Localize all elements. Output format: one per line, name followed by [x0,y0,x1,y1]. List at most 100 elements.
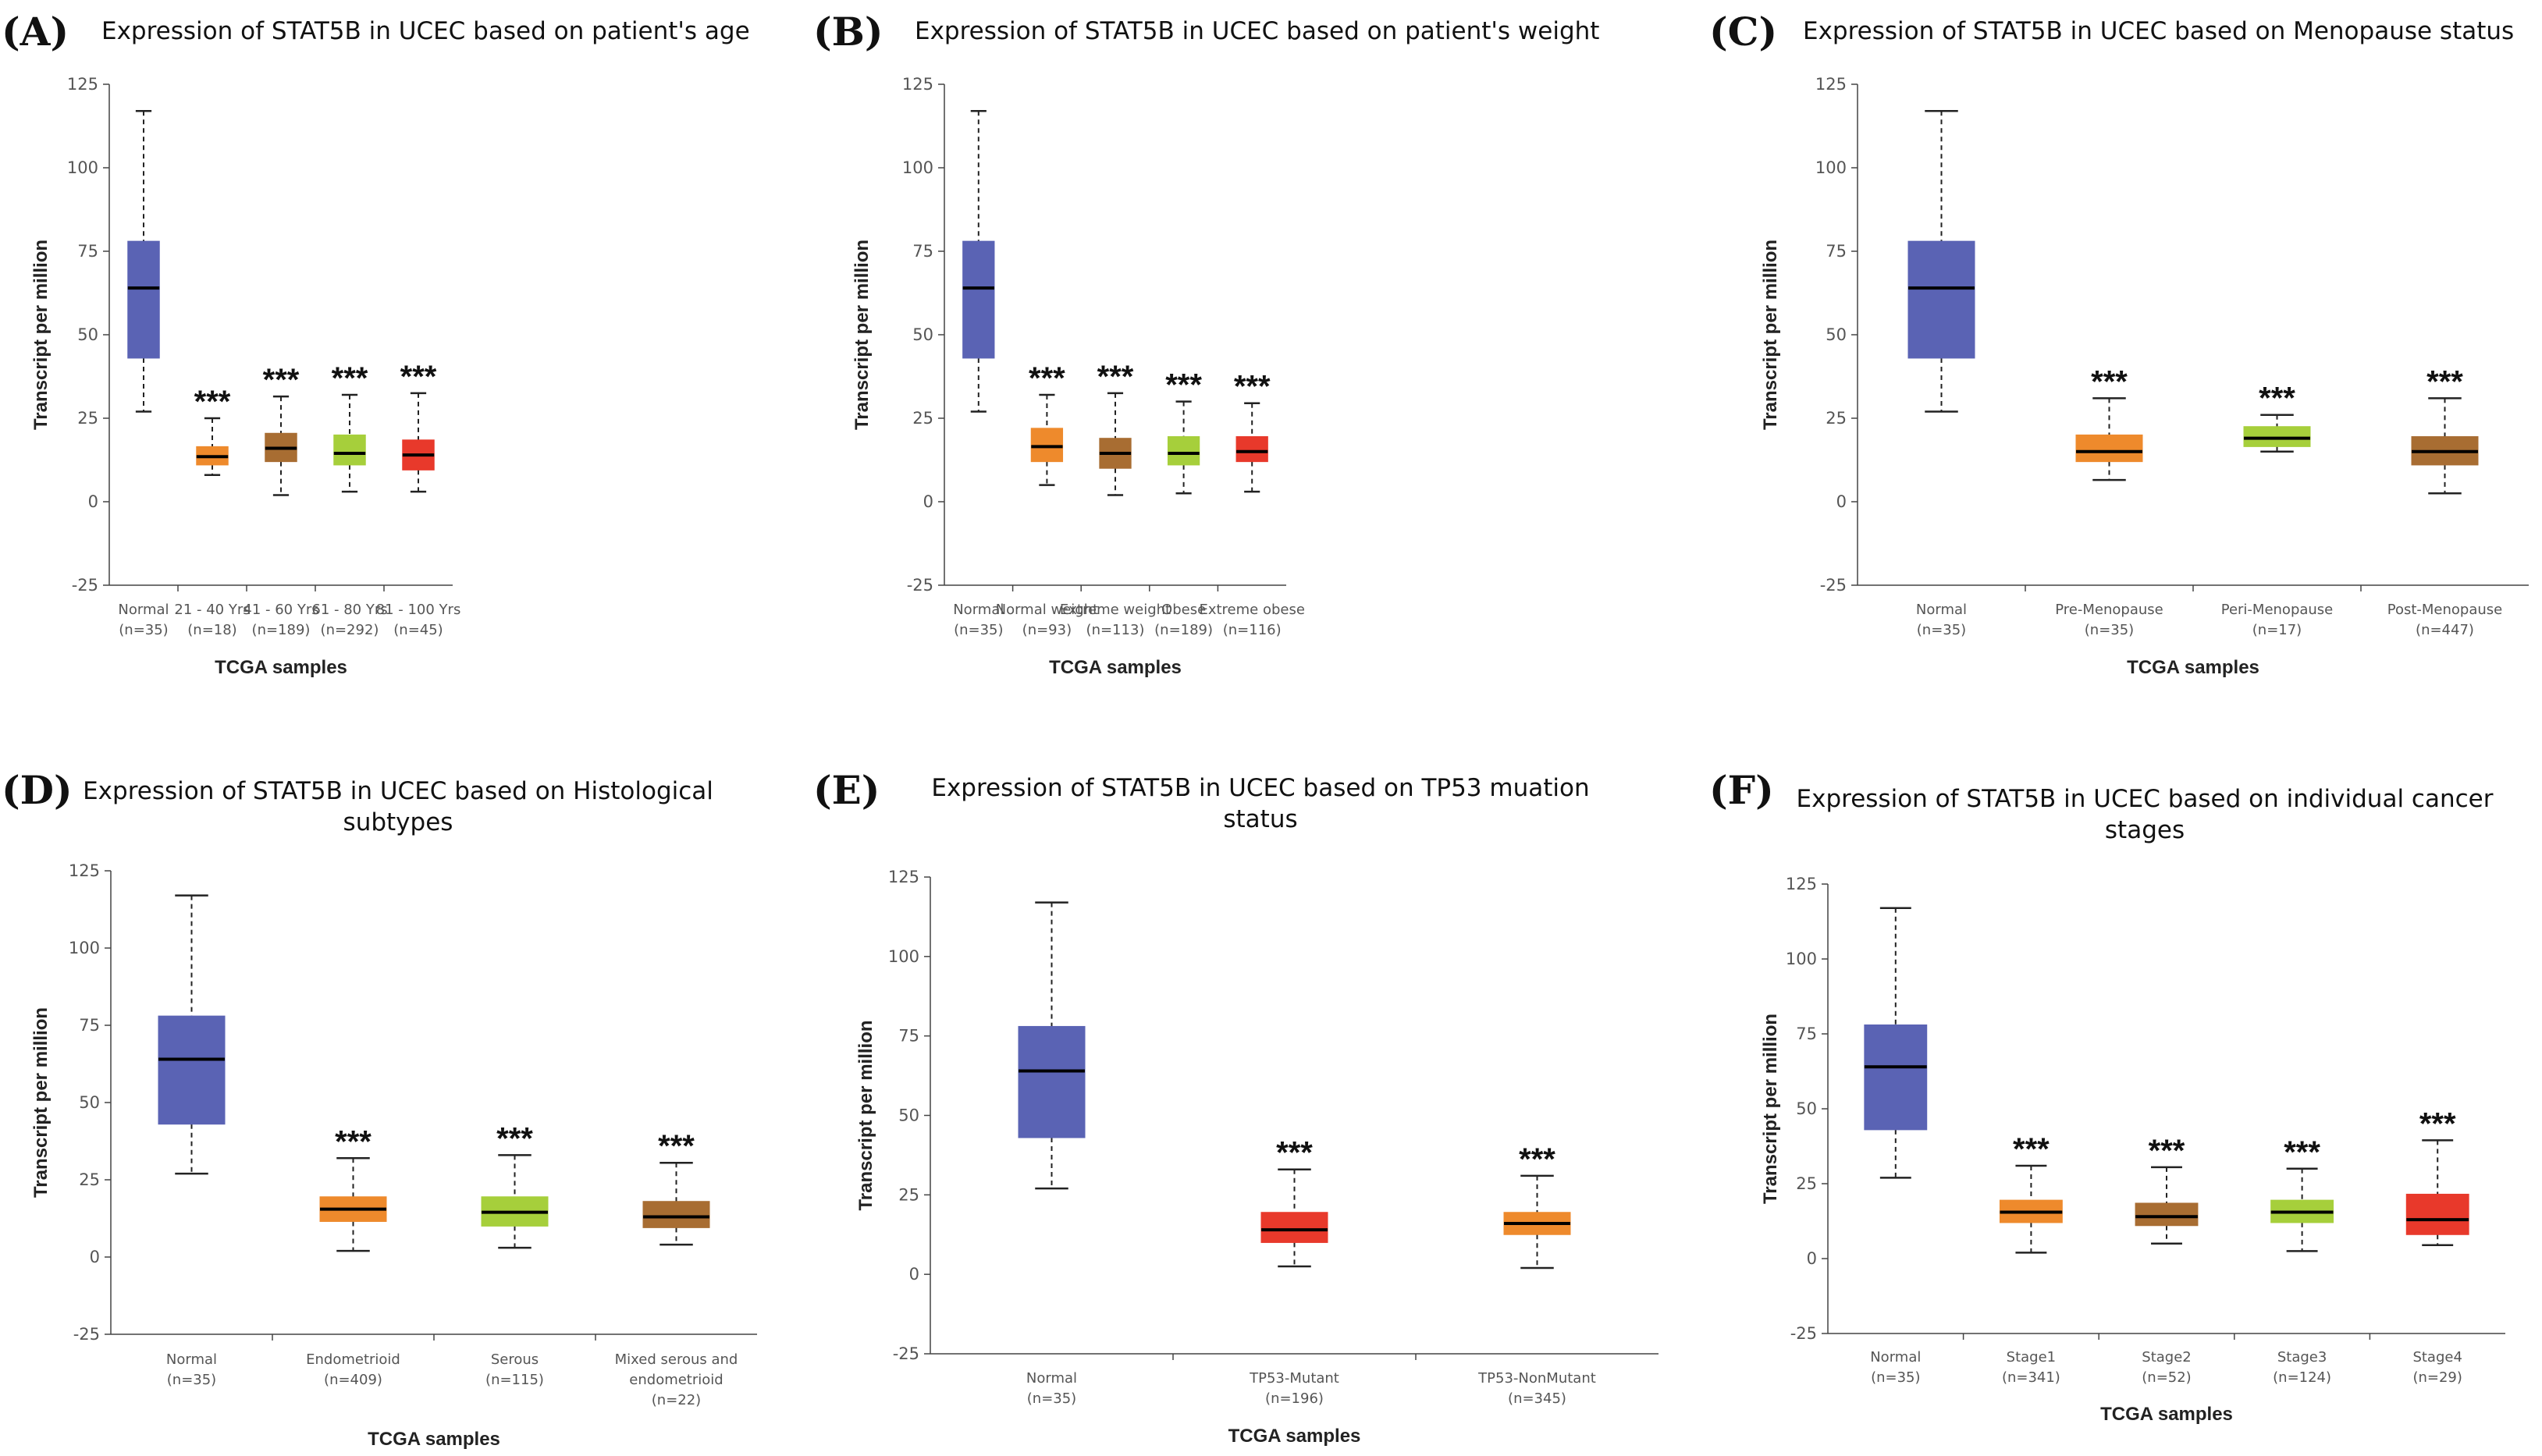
category-label: Normal [1026,1370,1077,1387]
panel-letter: (C) [1709,9,1777,55]
significance-label: *** [2149,1134,2185,1168]
category-label: Endometrioid [306,1351,400,1368]
category-label: (n=29) [2412,1369,2462,1386]
y-tick-label: 25 [1826,409,1847,428]
chart-panel: (D) Expression of STAT5B in UCEC based on… [2,767,757,1450]
box-2: *** Stage2 (n=52) [2098,1134,2199,1386]
box-3: *** Stage3 (n=124) [2234,1135,2334,1386]
y-tick-label: 75 [1826,242,1847,261]
box-3: *** Post-Menopause (n=447) [2360,364,2503,638]
category-label: (n=35) [119,622,168,638]
y-tick-label: 0 [1807,1249,1817,1268]
box-1: *** TP53-Mutant (n=196) [1172,1136,1339,1407]
significance-label: *** [263,363,300,397]
box-0: Normal (n=35) [158,894,226,1388]
box-2: *** Extreme weight (n=113) [1060,360,1171,638]
category-label: (n=116) [1223,622,1282,638]
category-label: Serous [491,1351,539,1368]
y-tick-label: 125 [1815,75,1847,94]
category-label: Extreme weight [1060,602,1171,618]
y-tick-label: 125 [888,868,919,886]
y-axis-label: Transcript per million [1760,240,1781,430]
category-label: (n=52) [2142,1369,2191,1386]
category-label: Pre-Menopause [2055,602,2163,618]
y-tick-label: -25 [1790,1324,1817,1343]
box-2: *** Peri-Menopause (n=17) [2192,382,2333,638]
category-label: 61 - 80 Yrs [311,602,387,618]
chart-title: Expression of STAT5B in UCEC based on Hi… [83,777,713,805]
y-axis-label: Transcript per million [851,240,873,430]
y-tick-label: 0 [923,492,933,511]
y-tick-label: 25 [912,409,933,428]
iqr-box [1030,428,1064,463]
chart-title: Expression of STAT5B in UCEC based on pa… [915,17,1599,45]
box-4: *** Stage4 (n=29) [2369,1106,2469,1386]
iqr-box [1260,1212,1328,1243]
y-tick-label: 125 [902,75,933,94]
box-0: Normal (n=35) [1907,109,1975,638]
iqr-box [333,434,366,466]
box-3: *** 61 - 80 Yrs (n=292) [311,361,387,638]
significance-label: *** [496,1121,533,1156]
category-label: Stage4 [2412,1349,2462,1365]
significance-label: *** [1029,361,1065,396]
box-0: Normal (n=35) [1864,907,1928,1386]
y-tick-label: 50 [1826,325,1847,344]
box-0: Normal (n=35) [1018,901,1086,1407]
y-tick-label: 0 [1836,492,1847,511]
y-tick-label: 100 [1815,158,1847,177]
category-label: Post-Menopause [2387,602,2503,618]
y-axis-label: Transcript per million [1760,1014,1781,1204]
y-tick-label: 50 [898,1106,919,1125]
y-tick-label: 25 [77,409,98,428]
iqr-box [158,1015,226,1125]
panel-letter: (B) [813,9,883,55]
iqr-box [1864,1024,1928,1131]
y-tick-label: 50 [77,325,98,344]
chart-panel: (F) Expression of STAT5B in UCEC based on… [1709,767,2505,1425]
box-4: *** 81 - 100 Yrs (n=45) [376,360,461,638]
chart-title: status [1223,805,1297,833]
y-tick-label: 25 [1796,1174,1817,1193]
y-tick-label: 125 [69,861,100,880]
x-axis-label: TCGA samples [1228,1426,1361,1447]
y-tick-label: 0 [909,1265,919,1284]
box-0: Normal (n=35) [953,109,1004,638]
iqr-box [2243,426,2311,447]
category-label: Stage2 [2142,1349,2191,1365]
box-2: *** Serous (n=115) [433,1121,549,1388]
box-3: *** Mixed serous and endometrioid (n=22) [595,1129,738,1408]
y-tick-label: 50 [912,325,933,344]
category-label: (n=45) [393,622,443,638]
category-label: 41 - 60 Yrs [243,602,318,618]
y-tick-label: 25 [898,1185,919,1204]
y-tick-label: 75 [1796,1025,1817,1043]
category-label: (n=345) [1508,1390,1566,1407]
significance-label: *** [2091,364,2128,399]
box-1: *** Endometrioid (n=409) [272,1124,400,1388]
y-tick-label: 100 [902,158,933,177]
chart-title: stages [2105,816,2185,844]
category-label: (n=189) [1154,622,1213,638]
box-0: Normal (n=35) [118,109,169,638]
category-label: Normal weight [996,602,1099,618]
category-label: endometrioid [629,1372,723,1388]
category-label: TP53-Mutant [1249,1370,1339,1387]
y-tick-label: 75 [77,242,98,261]
category-label: (n=35) [954,622,1003,638]
box-2: *** 41 - 60 Yrs (n=189) [243,363,318,638]
y-tick-label: 125 [1786,875,1817,893]
x-axis-label: TCGA samples [215,657,347,678]
category-label: 81 - 100 Yrs [376,602,461,618]
chart-title: subtypes [343,808,453,836]
category-label: (n=22) [652,1392,701,1408]
category-label: TP53-NonMutant [1477,1370,1596,1387]
iqr-box [962,240,995,359]
category-label: (n=189) [252,622,311,638]
category-label: (n=35) [1027,1390,1076,1407]
y-tick-label: 125 [67,75,98,94]
y-tick-label: 25 [79,1170,100,1189]
iqr-box [2405,1193,2469,1235]
y-tick-label: -25 [72,576,98,595]
